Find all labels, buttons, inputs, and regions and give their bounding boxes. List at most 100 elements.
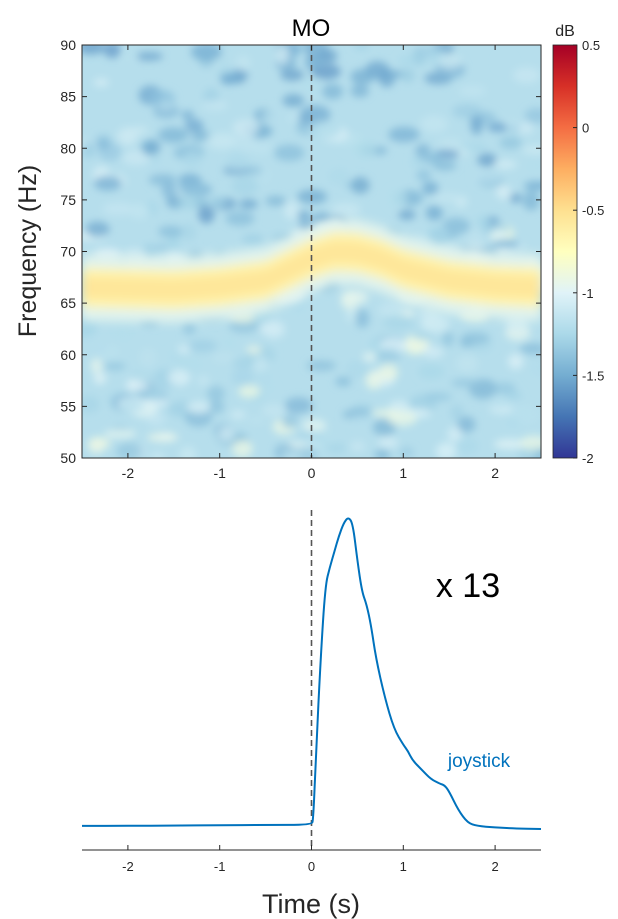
heatmap-texture-cell [230, 410, 246, 420]
heatmap-texture-cell [299, 105, 331, 125]
heatmap-texture-cell [350, 84, 370, 98]
heatmap-texture-cell [231, 176, 259, 196]
heatmap-texture-cell [158, 127, 189, 143]
heatmap-texture-cell [223, 336, 236, 350]
heatmap-texture-cell [139, 348, 157, 367]
scale-factor-label: x 13 [436, 567, 500, 605]
heatmap-texture-cell [257, 369, 271, 387]
heatmap-texture-cell [82, 395, 100, 413]
heatmap-texture-cell [420, 115, 448, 133]
heatmap-texture-cell [208, 400, 225, 414]
trace-x-tick-label: -2 [122, 859, 134, 874]
heatmap-texture-cell [261, 403, 287, 418]
heatmap-texture-cell [221, 74, 243, 84]
heatmap-texture-cell [134, 51, 164, 61]
heatmap-texture-cell [287, 112, 301, 124]
heatmap-texture-cell [97, 138, 110, 150]
heatmap-texture-cell [228, 317, 260, 334]
heatmap-texture-cell [125, 381, 148, 391]
heatmap-texture-cell [282, 450, 301, 458]
heatmap-texture-cell [513, 67, 540, 84]
heatmap-texture-cell [489, 394, 508, 408]
heatmap-title: MO [292, 15, 331, 42]
heatmap-texture-cell [232, 119, 259, 137]
heatmap-texture-cell [378, 363, 399, 381]
heatmap-texture-cell [522, 191, 540, 211]
heatmap-y-axis: 50 55 60 65 70 75 80 85 90 [60, 37, 541, 466]
heatmap-texture-cell [198, 204, 215, 224]
heatmap-texture-cell [129, 203, 150, 219]
colorbar-tick-label: 0.5 [582, 38, 600, 53]
heatmap-texture-cell [383, 315, 414, 330]
heatmap-x-tick-label: 2 [491, 465, 499, 481]
heatmap-texture-cell [82, 336, 109, 356]
heatmap-texture-cell [103, 45, 121, 59]
joystick-trace-line [81, 517, 542, 830]
heatmap-texture-cell [430, 192, 461, 203]
heatmap-band-peak [82, 241, 541, 300]
heatmap-texture-cell [377, 302, 407, 316]
heatmap-texture-cell [472, 171, 503, 184]
heatmap-texture-cell [493, 439, 526, 450]
heatmap-texture-cell [259, 384, 276, 394]
heatmap-texture-cell [452, 104, 482, 119]
heatmap-texture-cell [508, 404, 539, 425]
heatmap-texture-cell [204, 196, 226, 208]
heatmap-area [82, 45, 541, 458]
heatmap-texture-cell [158, 431, 174, 442]
heatmap-texture-cell [273, 144, 305, 162]
heatmap-texture-cell [417, 364, 445, 380]
heatmap-texture-cell [398, 54, 417, 67]
heatmap-x-tick-label: -2 [122, 465, 135, 481]
heatmap-texture-cell [378, 436, 398, 449]
heatmap-texture-cell [82, 140, 96, 158]
heatmap-texture-cell [328, 168, 350, 185]
heatmap-texture-cell [82, 317, 98, 338]
heatmap-texture-cell [399, 446, 414, 458]
heatmap-texture-cell [387, 188, 407, 209]
heatmap-texture-cell [321, 83, 344, 100]
heatmap-texture-cell [232, 439, 253, 458]
heatmap-texture-cell [179, 446, 197, 458]
heatmap-y-tick-label: 75 [60, 192, 76, 208]
heatmap-texture-cell [302, 419, 327, 433]
heatmap-texture-cell [354, 308, 370, 328]
heatmap-texture-cell [284, 397, 313, 414]
heatmap-texture-cell [350, 177, 370, 194]
heatmap-texture-cell [109, 322, 136, 342]
heatmap-texture-cell [517, 122, 534, 134]
heatmap-texture-cell [326, 442, 347, 454]
heatmap-texture-cell [253, 356, 268, 372]
heatmap-texture-cell [182, 150, 203, 169]
trace-x-axis-label: Time (s) [262, 889, 360, 919]
heatmap-texture-cell [231, 367, 254, 387]
heatmap-texture-cell [526, 158, 541, 174]
colorbar: dB 0.5 0 -0.5 -1 -1.5 -2 [552, 23, 604, 466]
heatmap-texture-cell [456, 354, 479, 373]
heatmap-texture-cell [410, 156, 424, 168]
heatmap-texture-cell [374, 449, 391, 458]
heatmap-y-tick-label: 55 [60, 398, 76, 414]
heatmap-texture-cell [122, 53, 139, 62]
heatmap-texture-cell [519, 435, 541, 451]
heatmap-texture-cell [248, 416, 265, 425]
heatmap-texture-cell [322, 429, 338, 444]
heatmap-texture-cell [130, 368, 155, 382]
heatmap-texture-cell [282, 93, 305, 107]
heatmap-texture-cell [438, 54, 462, 70]
heatmap-texture-cell [387, 411, 418, 426]
heatmap-texture-cell [88, 437, 111, 450]
heatmap-texture-cell [197, 375, 210, 386]
heatmap-texture-cell [290, 301, 306, 313]
heatmap-texture-cell [477, 153, 497, 167]
colorbar-tick-label: -1.5 [582, 368, 604, 383]
heatmap-texture-cell [261, 109, 284, 124]
heatmap-texture-cell [455, 437, 479, 455]
heatmap-texture-cell [424, 392, 452, 402]
heatmap-texture-cell [218, 426, 235, 442]
heatmap-texture-cell [388, 126, 420, 143]
heatmap-texture-cell [102, 202, 134, 216]
heatmap-texture-cell [225, 211, 255, 226]
heatmap-texture-cell [522, 145, 541, 154]
heatmap-texture-cell [93, 78, 109, 87]
